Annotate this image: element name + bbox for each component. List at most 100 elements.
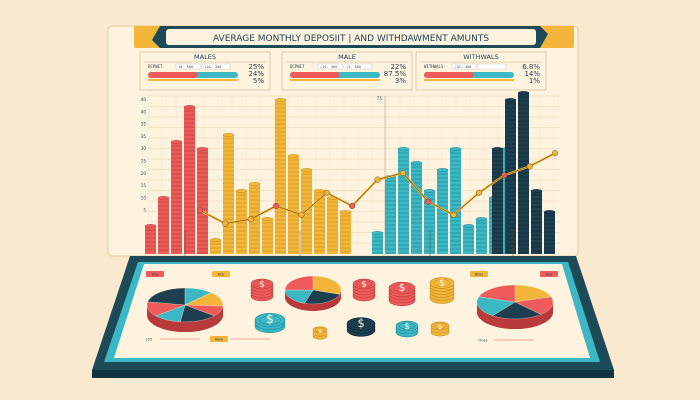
bar-body [223, 135, 234, 254]
legend-tag: Bess [470, 271, 488, 277]
bar-body [398, 149, 409, 254]
dollar-sign: $ [318, 329, 322, 335]
y-tick-label: 10 [141, 195, 147, 200]
dollar-coin-icon: $ [346, 317, 376, 337]
legend-tag-label: Dsa [152, 273, 159, 277]
coin-rim [350, 319, 372, 329]
bar [475, 217, 488, 254]
legend-tag-box [210, 336, 228, 342]
panel-field-value: (10. 300 [320, 65, 337, 69]
bar [491, 147, 504, 254]
bar-cap [183, 105, 196, 109]
bar-body [385, 177, 396, 254]
y-tick-label: 5 [143, 208, 146, 213]
info-panel: MALE DCPWIT (10. 300 (5. 800 22%87.5%3% [281, 51, 413, 91]
bar [157, 196, 170, 254]
legend-tag-box [470, 271, 488, 277]
panel-field [175, 63, 201, 70]
panel-field [477, 63, 507, 70]
bar [235, 189, 248, 254]
bar-cap [491, 147, 504, 151]
dollar-coin-icon: $ [352, 278, 376, 302]
dollar-coin-icon: $ [430, 321, 450, 337]
bar-body [476, 219, 487, 254]
bar [423, 189, 436, 254]
bar-body [372, 233, 383, 254]
chart-title: AVERAGE MONTHLY DEPOSIIT | AND WITHDAWME… [213, 34, 489, 44]
bar-body [437, 170, 448, 254]
bar-body [275, 100, 286, 254]
dollar-sign: $ [439, 278, 445, 289]
bar-cap [530, 189, 543, 193]
bar [436, 168, 449, 254]
panel-field [343, 63, 373, 70]
bar [222, 133, 235, 254]
bar-body [544, 212, 555, 254]
bar [462, 224, 475, 254]
dollar-coin-icon: $ [429, 277, 455, 304]
dollar-coin-icon: $ [388, 281, 416, 307]
pie-slice [514, 284, 552, 303]
bar-body [314, 191, 325, 254]
trend-point [247, 216, 254, 223]
bar [209, 238, 222, 254]
trend-point [298, 211, 305, 218]
bar-cap [436, 168, 449, 172]
panel-box [281, 51, 413, 91]
bar [261, 217, 274, 254]
panel-field-label: DCPWIT [148, 64, 163, 69]
bar-body [288, 156, 299, 254]
legend-tag-label: Rate [215, 338, 224, 342]
dollar-coin-icon: $ [250, 278, 274, 302]
trend-point [222, 220, 229, 227]
bar-cap [423, 189, 436, 193]
pie-slice [284, 275, 314, 291]
bar-body [463, 226, 474, 254]
y-tick-label: 35 [141, 134, 147, 139]
dollar-sign: $ [404, 322, 410, 332]
bar-cap [543, 210, 556, 214]
bar-cap [397, 147, 410, 151]
bar [287, 154, 300, 254]
y-tick-label: 15 [141, 183, 147, 188]
legend-tag: Dsa [146, 271, 164, 277]
panel-bar-underline [424, 79, 514, 81]
bar-body [210, 240, 221, 254]
trend-line [184, 150, 559, 270]
legend-tag-box [212, 271, 230, 277]
dollar-sign: $ [361, 280, 367, 290]
panel-field [201, 63, 231, 70]
bar-cap [144, 224, 157, 228]
bar-cap [517, 91, 530, 95]
bar-cap [157, 196, 170, 200]
coin-rim [314, 327, 326, 333]
coin-rim [399, 322, 415, 330]
legend-tag: 225 [140, 336, 200, 342]
y-tick-label: 35 [141, 122, 147, 127]
trend-point [475, 189, 482, 196]
legend-tag-label: 225 [146, 338, 153, 342]
trend-point [425, 198, 432, 205]
trend-point [323, 189, 330, 196]
panel-field-value: (5. 800 [346, 65, 361, 69]
trend-point [450, 211, 457, 218]
bar-body [450, 149, 461, 254]
secondary-axis-label: 75 [377, 96, 383, 101]
panel-field-label: DCPWIT [290, 64, 305, 69]
panel-field-label: WITHWALS [424, 64, 444, 69]
bar-body [411, 163, 422, 254]
trend-point [196, 207, 204, 214]
coin-rim [254, 280, 270, 288]
pie-slice [304, 289, 340, 305]
bar-cap [475, 217, 488, 221]
y-tick-label: 25 [141, 159, 147, 164]
bar [274, 98, 287, 254]
bar-body [301, 170, 312, 254]
panel-box [415, 51, 547, 91]
legend-tag: Rate [210, 336, 270, 342]
bar-cap [462, 224, 475, 228]
y-tick-label: 20 [141, 171, 147, 176]
bar [326, 196, 339, 254]
title-banner: AVERAGE MONTHLY DEPOSIIT | AND WITHDAWME… [134, 26, 574, 48]
trend-point [273, 202, 280, 210]
